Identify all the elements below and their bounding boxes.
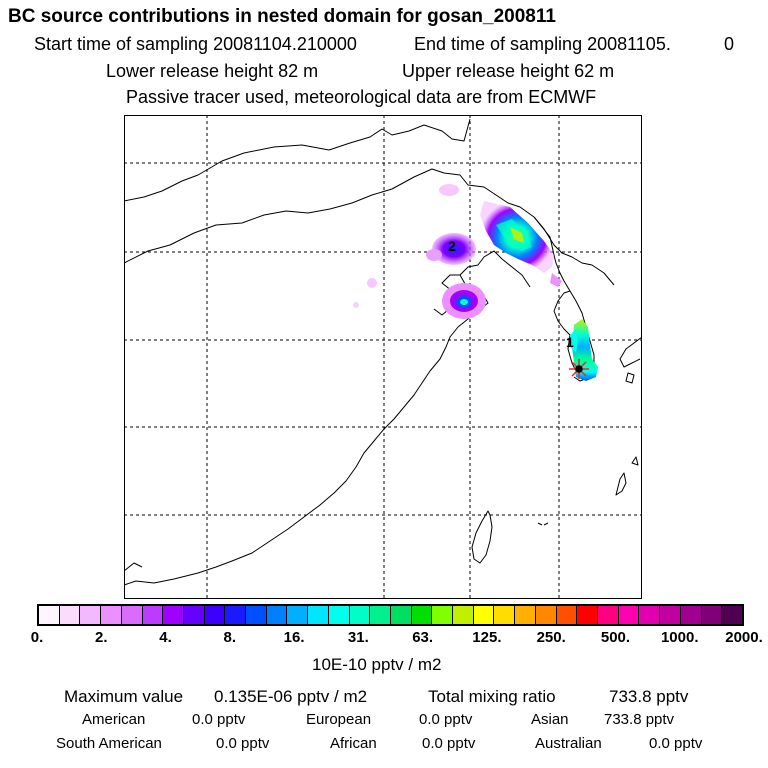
colorbar-segment [515, 606, 536, 624]
region-name: African [330, 735, 377, 752]
lower-release-height: Lower release height 82 m [106, 61, 319, 81]
region-name: Australian [535, 735, 602, 752]
colorbar-segment [266, 606, 288, 624]
graticule [124, 115, 642, 599]
region-name: European [306, 711, 372, 728]
marker-label-1: 1 [566, 334, 574, 350]
colorbar [37, 604, 744, 626]
region-value: 0.0 pptv [649, 735, 703, 752]
region-value: 0.0 pptv [216, 735, 270, 752]
total-mixing-label: Total mixing ratio [428, 687, 556, 706]
tracer-note: Passive tracer used, meteorological data… [126, 87, 597, 107]
concentration-plumes [353, 184, 598, 381]
colorbar-segment [287, 606, 309, 624]
colorbar-tick-label: 125. [472, 629, 502, 646]
colorbar-segment [225, 606, 247, 624]
colorbar-tick-label: 500. [600, 629, 631, 646]
colorbar-segment [163, 606, 184, 624]
region-value: 0.0 pptv [419, 711, 473, 728]
region-value: 0.0 pptv [192, 711, 246, 728]
end-time-label: End time of sampling 20081105. [414, 34, 671, 54]
plot-title: BC source contributions in nested domain… [8, 6, 556, 27]
colorbar-tick-label: 31. [347, 629, 369, 646]
colorbar-tick-label: 0. [30, 629, 44, 646]
colorbar-segment [660, 606, 681, 624]
colorbar-segment [432, 606, 454, 624]
colorbar-segment [494, 606, 516, 624]
colorbar-segment [121, 606, 143, 624]
colorbar-segment [101, 606, 122, 624]
total-mixing-value: 733.8 pptv [609, 687, 689, 706]
colorbar-tick-label: 16. [283, 629, 305, 646]
colorbar-segment [722, 606, 742, 624]
colorbar-tick-label: 250. [536, 629, 566, 646]
colorbar-tick-label: 2000. [725, 629, 763, 646]
colorbar-segment [80, 606, 102, 624]
colorbar-segment [59, 606, 81, 624]
colorbar-segment [308, 606, 329, 624]
colorbar-tick-label: 8. [223, 629, 237, 646]
colorbar-segment [142, 606, 164, 624]
region-value: 733.8 pptv [604, 711, 675, 728]
max-value-label: Maximum value [64, 687, 184, 706]
region-name: South American [56, 735, 162, 752]
receptor-marker [569, 359, 589, 379]
colorbar-segment [701, 606, 723, 624]
end-time-value: 0 [724, 34, 735, 54]
colorbar-unit-label: 10E-10 pptv / m2 [312, 655, 442, 674]
max-value: 0.135E-06 pptv / m2 [214, 687, 368, 706]
colorbar-segment [453, 606, 474, 624]
colorbar-segment [246, 606, 267, 624]
colorbar-segment [183, 606, 205, 624]
colorbar-segment [370, 606, 391, 624]
colorbar-tick-label: 63. [412, 629, 434, 646]
colorbar-segment [390, 606, 412, 624]
colorbar-segment [349, 606, 371, 624]
colorbar-tick-label: 4. [159, 629, 172, 646]
colorbar-segment [473, 606, 495, 624]
map-panel: 1 2 [124, 115, 642, 599]
colorbar-segment [328, 606, 350, 624]
colorbar-tick-label: 1000. [660, 629, 699, 646]
colorbar-segment [204, 606, 226, 624]
colorbar-tick-label: 2. [95, 629, 108, 646]
region-name: American [82, 711, 146, 728]
colorbar-segment [618, 606, 640, 624]
colorbar-segment [39, 606, 60, 624]
colorbar-segment [577, 606, 598, 624]
region-name: Asian [531, 711, 569, 728]
colorbar-segment [411, 606, 433, 624]
upper-release-height: Upper release height 62 m [402, 61, 615, 81]
colorbar-segment [556, 606, 578, 624]
colorbar-segment [597, 606, 619, 624]
colorbar-segment [535, 606, 557, 624]
colorbar-segment [680, 606, 702, 624]
colorbar-segment [639, 606, 661, 624]
start-time-label: Start time of sampling 20081104.210000 [34, 34, 357, 54]
marker-label-2: 2 [448, 238, 456, 254]
region-value: 0.0 pptv [422, 735, 476, 752]
